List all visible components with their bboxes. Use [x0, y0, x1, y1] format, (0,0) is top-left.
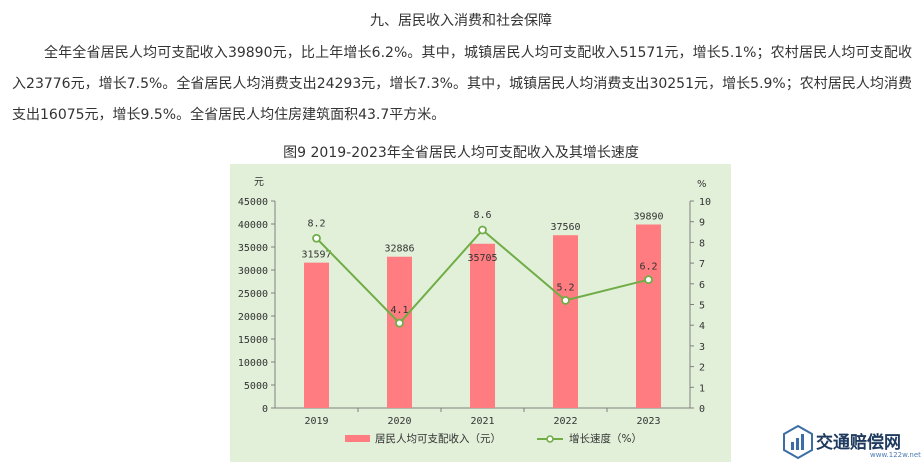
bar-2019 — [304, 262, 329, 408]
growth-label: 5.2 — [556, 282, 574, 293]
y-right-tick-label: 3 — [699, 342, 705, 353]
chart-svg: 0 5000 10000 15000 20000 25000 30000 35000 40000… — [238, 177, 711, 445]
y-right-tick-label: 1 — [699, 383, 705, 394]
watermark-logo: 交通赔偿网 www.122w.net — [782, 424, 922, 464]
x-tick-label: 2021 — [470, 416, 494, 427]
legend-line-label: 增长速度（%） — [569, 432, 642, 445]
growth-label: 6.2 — [639, 262, 657, 273]
y-right-tick-label: 10 — [699, 197, 711, 208]
growth-point — [561, 295, 570, 305]
x-tick-label: 2022 — [553, 416, 577, 427]
bar-label: 37560 — [550, 222, 580, 233]
y-right-tick-label: 4 — [699, 321, 705, 332]
y-left-tick-label: 20000 — [238, 312, 268, 323]
growth-label: 8.2 — [307, 218, 325, 229]
y-left-tick-label: 40000 — [238, 220, 268, 231]
y-right-tick-label: 5 — [699, 301, 705, 312]
growth-label: 4.1 — [390, 305, 408, 316]
watermark-text: 交通赔偿网 — [816, 433, 901, 453]
growth-point — [644, 275, 653, 285]
growth-label: 8.6 — [473, 210, 491, 221]
income-chart: 0 5000 10000 15000 20000 25000 30000 35000 40000… — [230, 164, 731, 462]
legend-line-marker — [546, 435, 554, 443]
y-left-tick-label: 30000 — [238, 266, 268, 277]
y-right-unit: % — [697, 179, 707, 190]
y-left-tick-label: 5000 — [244, 381, 268, 392]
y-left-tick-label: 0 — [262, 404, 268, 415]
bar-2020 — [387, 256, 412, 408]
figure-title: 图9 2019-2023年全省居民人均可支配收入及其增长速度 — [283, 145, 639, 161]
y-right-tick-label: 9 — [699, 218, 705, 229]
y-right-tick-label: 8 — [699, 238, 705, 249]
y-right-tick-label: 6 — [699, 280, 705, 291]
growth-point — [395, 318, 404, 328]
x-tick-label: 2019 — [304, 416, 328, 427]
bar-2023 — [636, 224, 661, 408]
y-left-tick-label: 10000 — [238, 358, 268, 369]
growth-point — [478, 225, 487, 235]
y-left-unit: 元 — [254, 177, 264, 188]
y-left-tick-label: 35000 — [238, 243, 268, 254]
watermark-sub: www.122w.net — [870, 451, 921, 459]
x-tick-label: 2020 — [387, 416, 411, 427]
legend-bar-label: 居民人均可支配收入（元） — [375, 432, 501, 445]
bar-label: 32886 — [384, 244, 414, 255]
bar-label: 35705 — [467, 253, 497, 264]
bar-label: 39890 — [633, 212, 663, 223]
bar-2022 — [553, 235, 578, 408]
y-right-tick-label: 2 — [699, 363, 705, 374]
y-right-tick-label: 0 — [699, 404, 705, 415]
legend-bar-swatch — [345, 435, 370, 442]
y-left-tick-label: 25000 — [238, 289, 268, 300]
y-left-tick-label: 45000 — [238, 197, 268, 208]
bar-label: 31597 — [301, 250, 331, 261]
bar-2021 — [470, 243, 495, 408]
growth-point — [312, 233, 321, 243]
body-paragraph: 全年全省居民人均可支配收入39890元，比上年增长6.2%。其中，城镇居民人均可… — [12, 45, 912, 123]
x-tick-label: 2023 — [636, 416, 660, 427]
y-right-tick-label: 7 — [699, 259, 705, 270]
section-title: 九、居民收入消费和社会保障 — [370, 13, 552, 29]
y-left-tick-label: 15000 — [238, 335, 268, 346]
chart-bars-logo-icon — [783, 424, 813, 460]
